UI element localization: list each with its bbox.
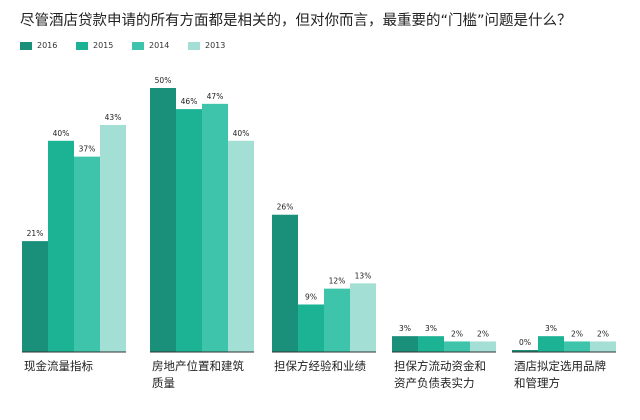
bar-2016-cat2 <box>150 88 176 352</box>
value-label-2016-cat1: 21% <box>27 229 44 238</box>
value-label-2015-cat2: 46% <box>181 97 198 106</box>
bar-2015-cat1 <box>48 140 74 352</box>
value-label-2014-cat3: 12% <box>329 277 346 286</box>
bar-2014-cat2 <box>202 103 228 352</box>
chart-title: 尽管酒店贷款申请的所有方面都是相关的，但对你而言，最重要的“门槛”问题是什么？ <box>20 13 572 29</box>
legend-swatch-2013 <box>188 41 200 50</box>
bar-2014-cat4 <box>444 341 470 352</box>
bar-2015-cat3 <box>298 304 324 352</box>
legend-label-2014: 2014 <box>149 41 170 50</box>
legend-swatch-2014 <box>132 41 144 50</box>
category-label-4-line2: 资产负债表实力 <box>394 376 475 390</box>
bar-2015-cat2 <box>176 109 202 353</box>
legend-swatch-2015 <box>76 41 88 50</box>
legend-item-2013: 2013 <box>188 41 244 50</box>
value-label-2013-cat5: 2% <box>597 329 609 338</box>
legend-label-2015: 2015 <box>93 41 114 50</box>
category-label-3: 担保方经验和业绩 <box>274 359 366 373</box>
value-label-2014-cat4: 2% <box>451 329 463 338</box>
value-label-2015-cat4: 3% <box>425 324 437 333</box>
bar-2013-cat3 <box>350 283 376 352</box>
value-label-2013-cat3: 13% <box>355 271 372 280</box>
value-label-2016-cat3: 26% <box>277 203 294 212</box>
value-label-2015-cat5: 3% <box>545 324 557 333</box>
bar-2013-cat4 <box>470 341 496 352</box>
value-label-2015-cat1: 40% <box>53 129 70 138</box>
legend-swatch-2016 <box>20 41 32 50</box>
bar-2013-cat5 <box>590 341 616 352</box>
legend: 2016 2015 2014 2013 <box>20 41 244 50</box>
value-label-2014-cat1: 37% <box>79 145 96 154</box>
bar-2016-cat4 <box>392 336 418 352</box>
value-label-2016-cat4: 3% <box>399 324 411 333</box>
category-label-2: 房地产位置和建筑 <box>152 359 244 373</box>
legend-item-2014: 2014 <box>132 41 188 50</box>
legend-item-2015: 2015 <box>76 41 132 50</box>
value-label-2014-cat5: 2% <box>571 329 583 338</box>
category-label-4: 担保方流动资金和 <box>394 359 486 373</box>
bar-2014-cat3 <box>324 288 350 352</box>
value-label-2016-cat2: 50% <box>155 76 172 85</box>
legend-label-2016: 2016 <box>37 41 58 50</box>
bar-2014-cat5 <box>564 341 590 352</box>
bar-2015-cat5 <box>538 336 564 352</box>
value-label-2013-cat1: 43% <box>105 113 122 122</box>
bar-2015-cat4 <box>418 336 444 352</box>
value-label-2014-cat2: 47% <box>207 92 224 101</box>
bar-2013-cat1 <box>100 124 126 353</box>
bar-2013-cat2 <box>228 140 254 352</box>
bar-2016-cat5 <box>512 350 538 352</box>
value-label-2013-cat4: 2% <box>477 329 489 338</box>
category-label-1: 现金流量指标 <box>24 359 93 373</box>
value-label-2016-cat5: 0% <box>519 338 531 347</box>
value-label-2015-cat3: 9% <box>305 292 317 301</box>
legend-item-2016: 2016 <box>20 41 76 50</box>
bar-2016-cat3 <box>272 214 298 352</box>
legend-label-2013: 2013 <box>205 41 226 50</box>
value-label-2013-cat2: 40% <box>233 129 250 138</box>
category-label-5: 酒店拟定选用品牌 <box>514 359 606 373</box>
category-label-2-line2: 质量 <box>152 376 175 390</box>
category-label-5-line2: 和管理方 <box>514 376 560 390</box>
bar-2016-cat1 <box>22 241 48 352</box>
bar-2014-cat1 <box>74 156 100 352</box>
